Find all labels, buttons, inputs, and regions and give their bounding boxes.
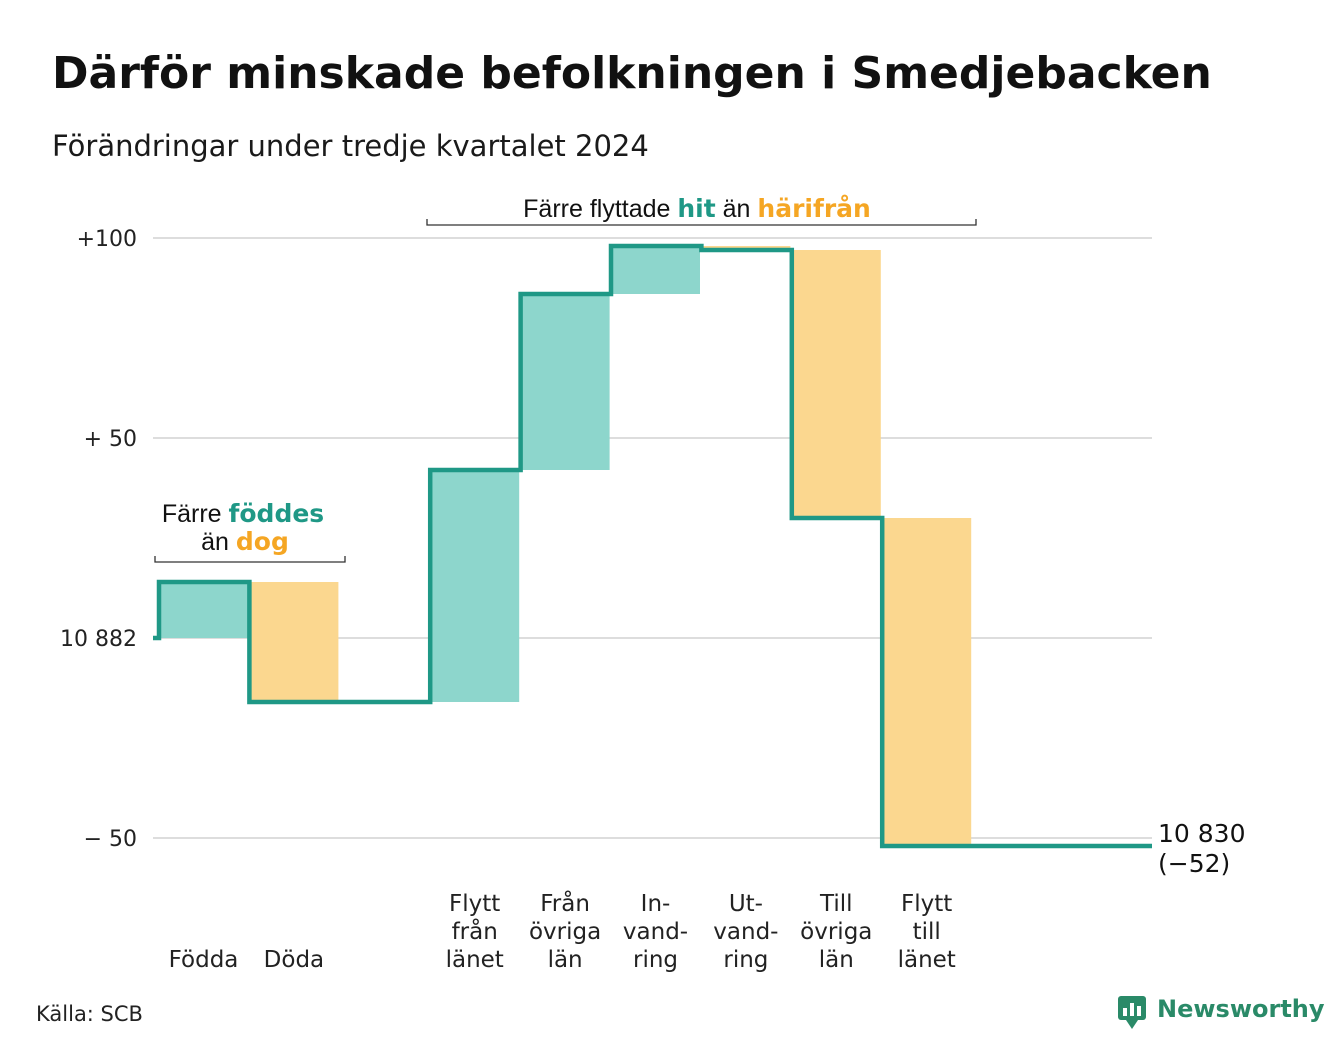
category-label: Flytt: [449, 891, 500, 917]
bar-0: [159, 582, 248, 638]
newsworthy-logo-icon: [1118, 996, 1146, 1029]
category-label: länet: [446, 947, 504, 973]
y-tick-label: +100: [77, 227, 137, 252]
migration-bracket: [426, 219, 977, 226]
births-annotation-line1: Färre föddes: [162, 499, 324, 528]
bar-3: [430, 470, 520, 702]
category-label: vand-: [713, 919, 778, 945]
migration-annotation: Färre flyttade hit än härifrån: [426, 194, 977, 226]
bars: [159, 246, 972, 846]
category-label: Från: [540, 889, 590, 917]
category-label: Flytt: [901, 891, 952, 917]
bar-8: [882, 518, 972, 846]
source-label: Källa: SCB: [36, 1002, 143, 1026]
category-label: ring: [723, 947, 768, 973]
chart-title: Därför minskade befolkningen i Smedjebac…: [52, 48, 1212, 99]
end-change-label: (−52): [1158, 849, 1230, 878]
brand-name: Newsworthy: [1157, 995, 1325, 1023]
y-tick-label: 10 882: [60, 627, 137, 652]
gridlines: [153, 237, 1152, 839]
category-label: Döda: [264, 947, 324, 973]
category-label: övriga: [800, 919, 872, 945]
cumulative-step-line: [153, 243, 1152, 849]
bar-1: [249, 582, 339, 702]
bar-7: [791, 250, 881, 518]
chart-subtitle: Förändringar under tredje kvartalet 2024: [52, 129, 649, 163]
category-label: länet: [898, 947, 956, 973]
y-axis-ticks: +100 + 50 10 882 − 50: [60, 227, 137, 852]
cumulative-line: [153, 243, 1152, 849]
births-annotation-line2: än dog: [201, 527, 289, 556]
brand-logo: Newsworthy: [1118, 995, 1325, 1029]
bar-4: [520, 294, 610, 470]
category-label: vand-: [623, 919, 688, 945]
births-annotation: Färre föddes än dog: [154, 499, 346, 563]
y-tick-label: + 50: [84, 427, 137, 452]
category-label: från: [452, 917, 498, 945]
y-tick-label: − 50: [84, 827, 137, 852]
category-label: övriga: [529, 919, 601, 945]
category-label: län: [548, 947, 583, 973]
category-labels: Födda DödaFlyttfrånlänetFrånövrigalänIn-v…: [169, 889, 956, 973]
end-value-label: 10 830: [1158, 819, 1245, 848]
category-label: Födda: [169, 947, 239, 973]
category-label: ring: [633, 947, 678, 973]
category-label: Till: [819, 891, 853, 917]
migration-annotation-text: Färre flyttade hit än härifrån: [523, 194, 871, 223]
category-label: Ut-: [729, 891, 763, 917]
category-label: till: [913, 919, 941, 945]
bar-5: [611, 246, 700, 294]
category-label: In-: [641, 891, 671, 917]
category-label: län: [819, 947, 854, 973]
births-bracket: [154, 556, 346, 563]
